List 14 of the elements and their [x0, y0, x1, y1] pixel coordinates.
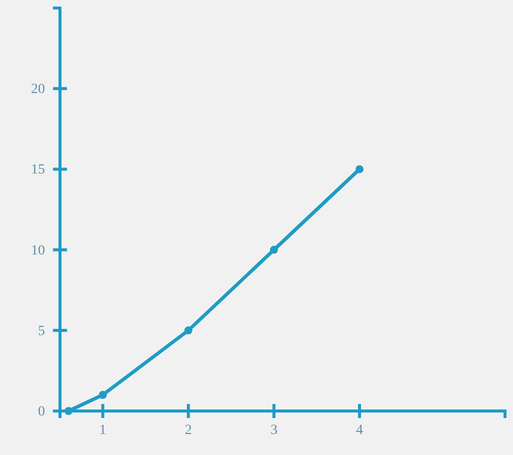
y-tick-label: 5 — [38, 324, 45, 339]
y-tick-label: 10 — [31, 243, 45, 258]
x-tick-label: 4 — [356, 422, 364, 438]
y-tick-label: 20 — [31, 82, 45, 98]
point — [356, 165, 364, 174]
y-tick-label: 15 — [31, 162, 45, 178]
x-tick-label: 2 — [184, 422, 192, 438]
x-tick-label: 1 — [99, 422, 106, 438]
x-tick-label: 3 — [270, 422, 278, 438]
point — [64, 407, 73, 415]
point — [270, 246, 278, 254]
y-tick-label: 0 — [38, 404, 45, 420]
point — [98, 390, 107, 399]
point — [184, 326, 192, 334]
